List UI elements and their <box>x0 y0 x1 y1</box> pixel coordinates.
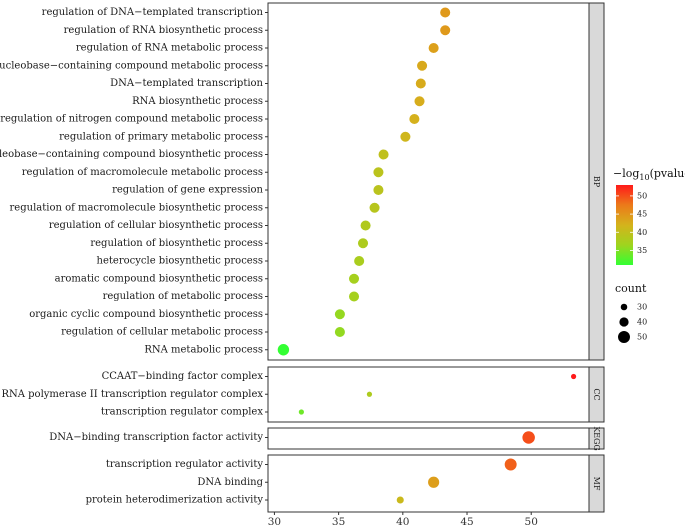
data-point <box>277 344 290 356</box>
data-point <box>396 496 404 504</box>
data-point <box>373 167 384 178</box>
y-tick-label: regulation of RNA metabolic process <box>76 43 263 54</box>
y-tick-label: RNA polymerase II transcription regulato… <box>1 389 263 400</box>
data-point <box>366 391 373 397</box>
data-point <box>504 458 517 471</box>
size-legend-dot <box>619 317 629 327</box>
color-legend-bar <box>616 185 633 265</box>
color-legend-label: 45 <box>637 210 647 219</box>
data-point <box>298 409 304 415</box>
y-tick-label: nucleobase−containing compound biosynthe… <box>0 149 263 160</box>
x-tick-label: 30 <box>268 516 281 525</box>
y-tick-label: regulation of RNA biosynthetic process <box>64 25 263 36</box>
y-tick-label: regulation of DNA−templated transcriptio… <box>42 7 264 18</box>
y-tick-label: regulation of nucleobase−containing comp… <box>0 60 263 71</box>
data-point <box>373 184 384 196</box>
color-legend-label: 35 <box>637 246 647 255</box>
color-legend-label: 50 <box>637 191 647 200</box>
size-legend-title: count <box>615 282 647 295</box>
data-point <box>378 149 389 160</box>
size-legend-dot <box>618 331 630 343</box>
y-tick-label: aromatic compound biosynthetic process <box>55 273 263 284</box>
y-tick-label: DNA−templated transcription <box>110 78 263 89</box>
strip-mf <box>588 454 605 513</box>
y-tick-label: transcription regulator complex <box>101 407 263 418</box>
strip-label-bp: BP <box>592 176 601 188</box>
y-tick-label: transcription regulator activity <box>106 459 264 470</box>
y-tick-label: regulation of primary metabolic process <box>59 131 263 142</box>
y-tick-label: regulation of cellular biosynthetic proc… <box>49 220 263 231</box>
y-tick-label: regulation of gene expression <box>112 185 263 196</box>
y-tick-label: CCAAT−binding factor complex <box>102 371 264 382</box>
y-tick-label: DNA binding <box>197 477 263 488</box>
data-point <box>400 131 411 142</box>
strip-cc <box>588 366 605 423</box>
x-tick-label: 45 <box>460 516 473 525</box>
data-point <box>360 220 371 231</box>
y-tick-label: RNA metabolic process <box>144 344 263 355</box>
panel-bp <box>267 2 590 361</box>
data-point <box>348 291 360 302</box>
data-point <box>414 96 425 107</box>
y-tick-label: heterocycle biosynthetic process <box>97 256 263 267</box>
data-point <box>348 273 360 284</box>
y-tick-label: organic cyclic compound biosynthetic pro… <box>29 309 263 320</box>
x-tick-label: 35 <box>332 516 345 525</box>
x-tick-label: 40 <box>396 516 409 525</box>
x-axis: 30 35 40 45 50 <box>268 512 538 525</box>
data-point <box>440 7 451 18</box>
data-point <box>428 42 439 54</box>
data-point <box>357 238 369 249</box>
data-point <box>522 431 535 444</box>
x-tick-label: 50 <box>525 516 538 525</box>
strip-kegg <box>588 427 605 450</box>
strip-label-cc: CC <box>592 388 601 400</box>
data-point <box>369 202 380 213</box>
legend: −log10(pvalue) 35 40 45 50 count 30 40 50 <box>613 167 685 343</box>
y-tick-label: regulation of macromolecule biosynthetic… <box>10 202 263 213</box>
y-tick-label: regulation of cellular metabolic process <box>61 327 263 338</box>
data-point <box>409 113 420 125</box>
data-point <box>428 476 440 488</box>
data-point <box>440 25 451 36</box>
data-point <box>570 373 577 380</box>
strip-label-kegg: KEGG <box>592 426 601 451</box>
color-legend-title: −log10(pvalue) <box>613 167 685 182</box>
facet-panels: BP regulation of DNA−templated transcript… <box>0 2 605 513</box>
size-legend-label: 30 <box>637 303 647 312</box>
data-point <box>354 255 365 267</box>
y-tick-label: regulation of metabolic process <box>103 291 263 302</box>
strip-label-mf: MF <box>592 477 601 491</box>
y-tick-label: regulation of nitrogen compound metaboli… <box>0 114 263 125</box>
data-point <box>334 326 345 338</box>
data-point <box>417 60 428 71</box>
y-tick-label: protein heterodimerization activity <box>86 495 264 506</box>
y-tick-label: RNA biosynthetic process <box>132 96 263 107</box>
data-point <box>415 78 426 89</box>
y-tick-label: DNA−binding transcription factor activit… <box>49 432 263 443</box>
y-tick-label: regulation of macromolecule metabolic pr… <box>22 167 263 178</box>
data-point <box>334 309 345 320</box>
size-legend-label: 40 <box>637 318 647 327</box>
panel-kegg <box>267 427 590 450</box>
size-legend-dot <box>620 303 628 311</box>
size-legend-label: 50 <box>637 333 647 342</box>
strip-bp <box>588 2 605 361</box>
color-legend-label: 40 <box>637 228 647 237</box>
y-tick-label: regulation of biosynthetic process <box>90 238 263 249</box>
panel-cc <box>267 366 590 423</box>
